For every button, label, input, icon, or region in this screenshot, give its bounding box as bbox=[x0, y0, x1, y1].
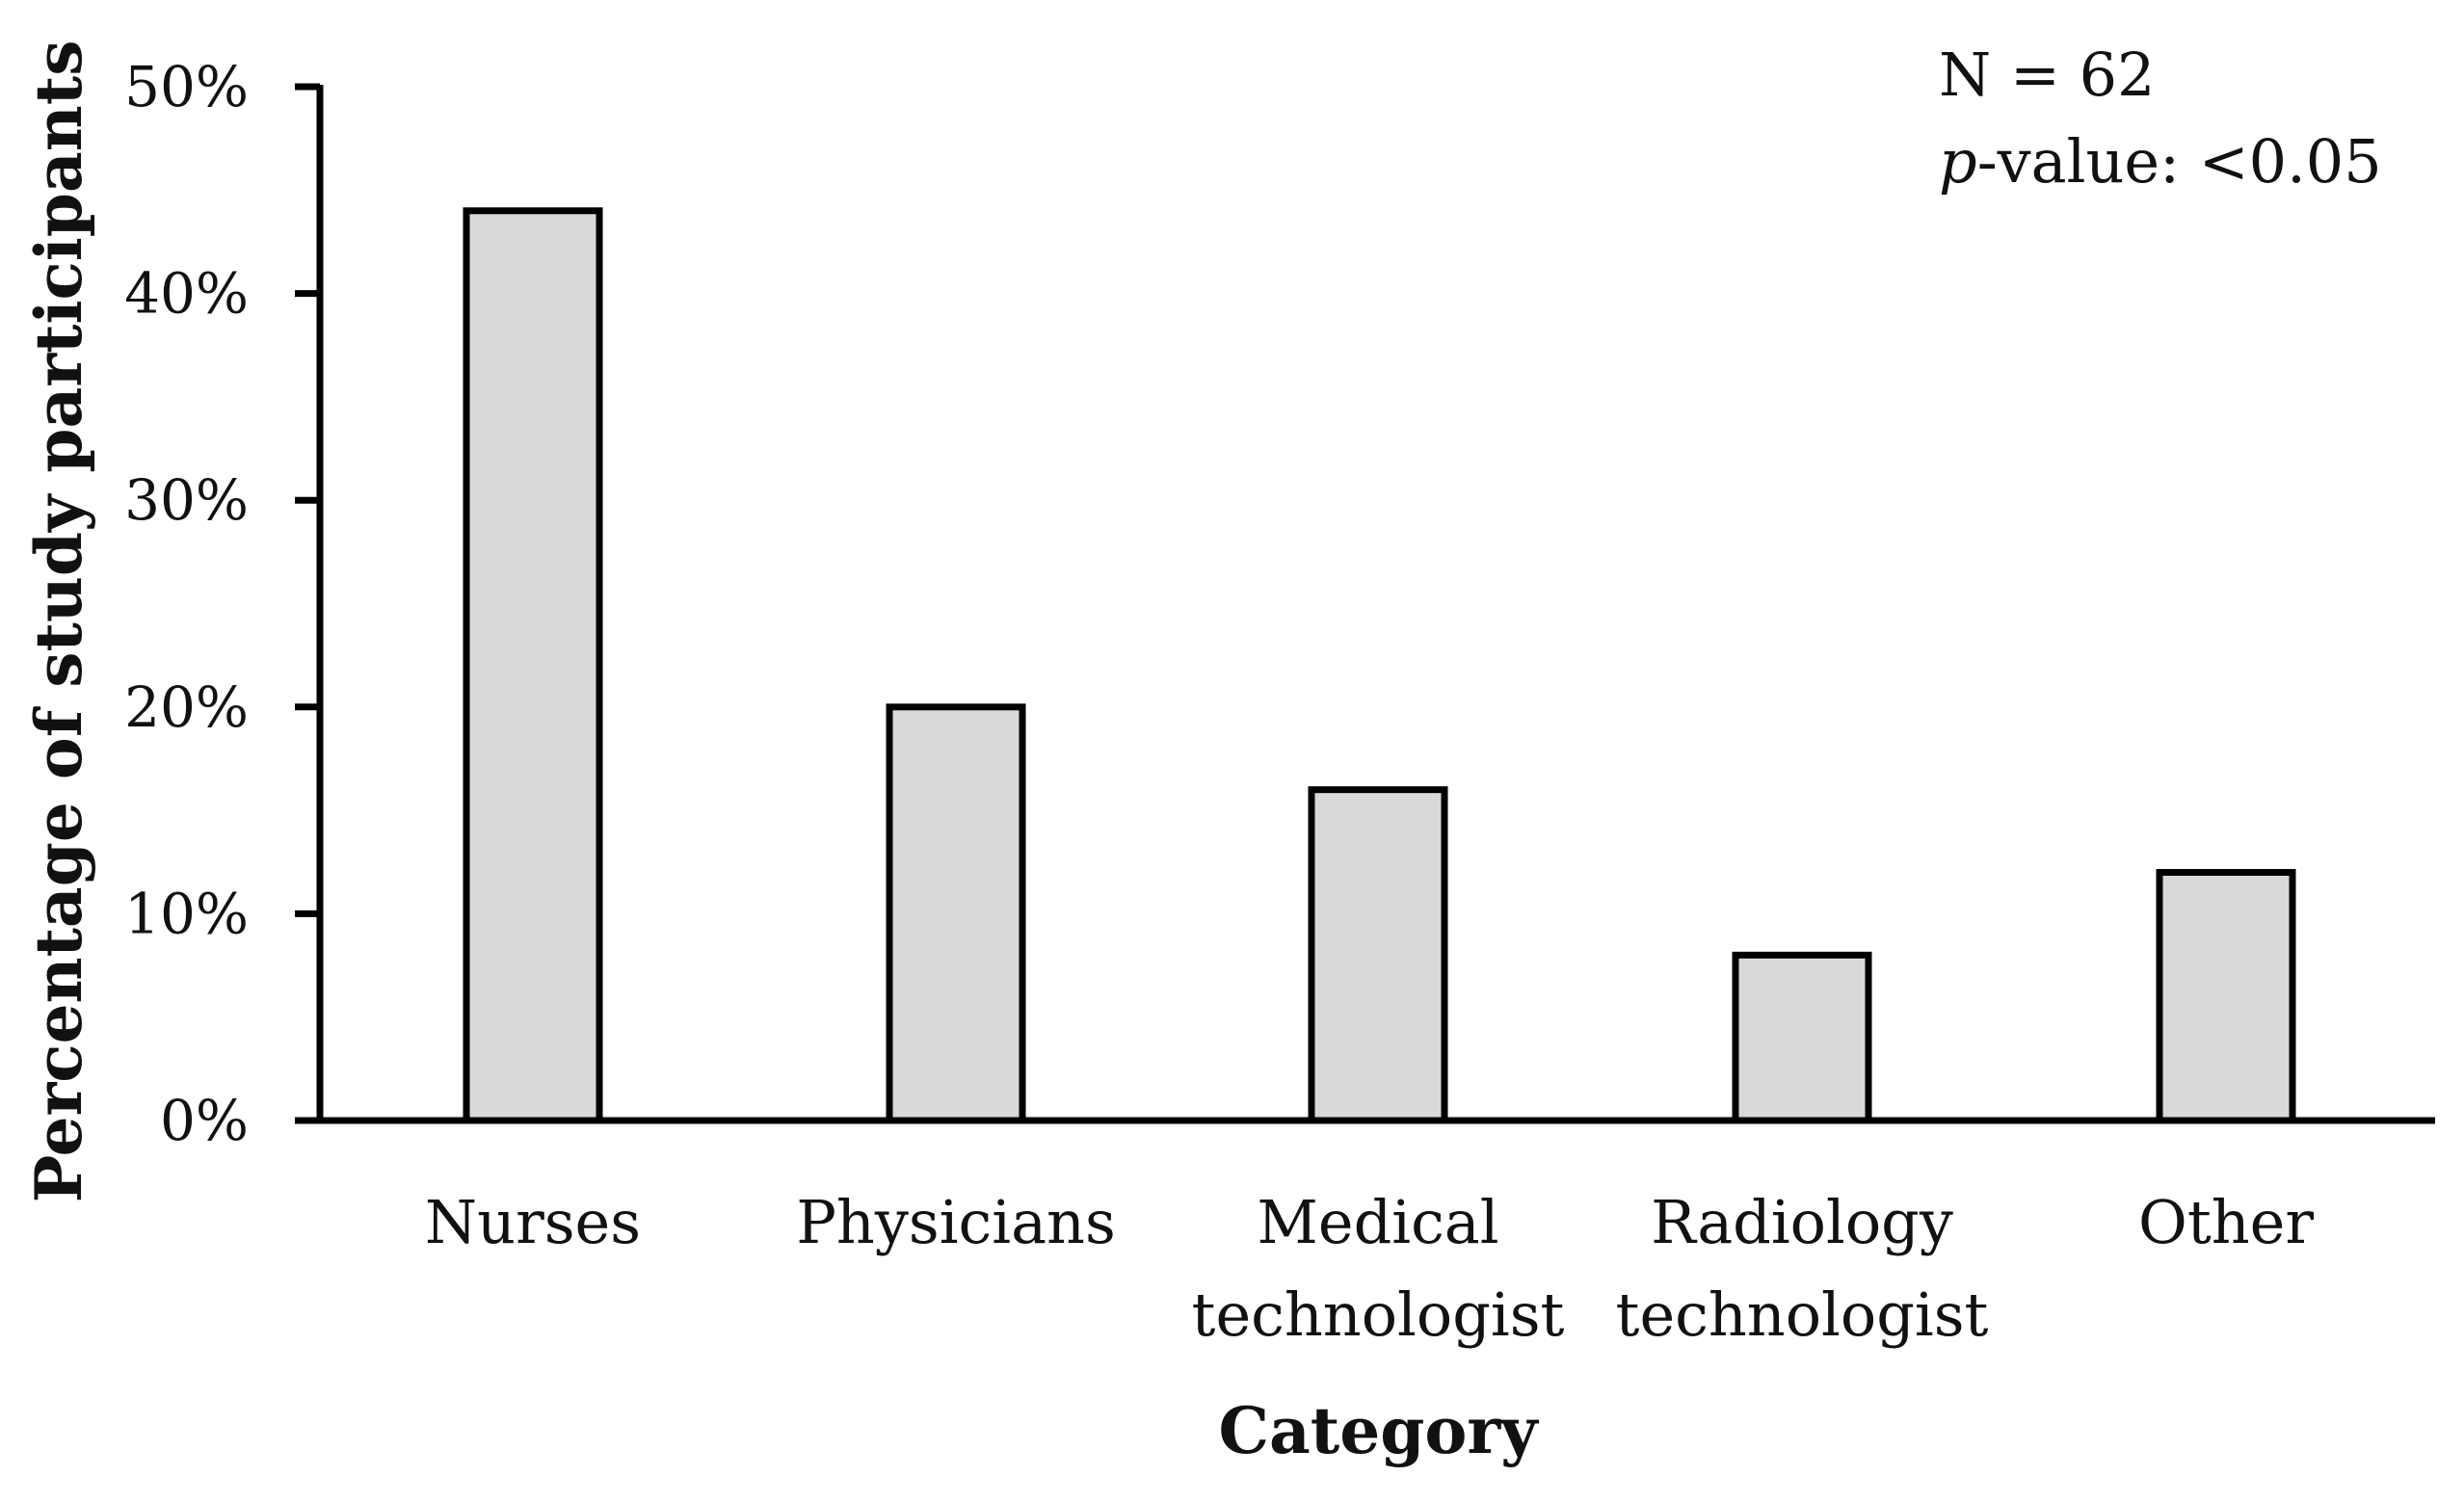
x-category-label: Physicians bbox=[796, 1187, 1116, 1257]
bars-layer bbox=[463, 207, 2296, 1124]
x-category-label-line: technologist bbox=[1192, 1279, 1565, 1350]
y-tick-label: 20% bbox=[124, 674, 249, 740]
x-category-label-line: Nurses bbox=[425, 1187, 641, 1257]
y-tick-labels: 0% 10% 20% 30% 40% 50% bbox=[124, 54, 249, 1153]
p-value-letter: p bbox=[1939, 126, 1977, 197]
x-category-label: Medical technologist bbox=[1192, 1187, 1565, 1350]
y-tick-label: 40% bbox=[124, 261, 249, 327]
x-category-label: Nurses bbox=[425, 1187, 641, 1257]
x-category-label-line: Physicians bbox=[796, 1187, 1116, 1257]
p-value-rest: -value: <0.05 bbox=[1977, 126, 2382, 197]
y-tick-label: 10% bbox=[124, 881, 249, 946]
bar-other bbox=[2156, 868, 2296, 1124]
x-category-label: Other bbox=[2138, 1187, 2314, 1257]
x-category-label-line: Radiology bbox=[1651, 1187, 1953, 1257]
sample-size-annotation: N = 62 bbox=[1939, 40, 2156, 110]
x-category-label-line: Other bbox=[2138, 1187, 2314, 1257]
bar-radiology-technologist bbox=[1732, 951, 1872, 1124]
p-value-annotation: p-value: <0.05 bbox=[1939, 126, 2382, 197]
x-category-labels: Nurses Physicians Medical technologistRadio… bbox=[425, 1187, 2314, 1350]
x-category-label: Radiology technologist bbox=[1616, 1187, 1989, 1350]
x-category-label-line: Medical bbox=[1257, 1187, 1498, 1257]
y-axis-title: Percentage of study participants bbox=[21, 40, 96, 1203]
x-category-label-line: technologist bbox=[1616, 1279, 1989, 1350]
y-tick-label: 50% bbox=[124, 54, 249, 119]
y-tick-label: 0% bbox=[160, 1088, 249, 1153]
bar-nurses bbox=[463, 207, 603, 1124]
y-tick-label: 30% bbox=[124, 467, 249, 533]
bar-physicians bbox=[886, 703, 1026, 1124]
bar-medical-technologist bbox=[1308, 786, 1448, 1124]
axes-layer bbox=[295, 83, 2435, 1124]
x-axis-title: Category bbox=[1218, 1393, 1539, 1468]
